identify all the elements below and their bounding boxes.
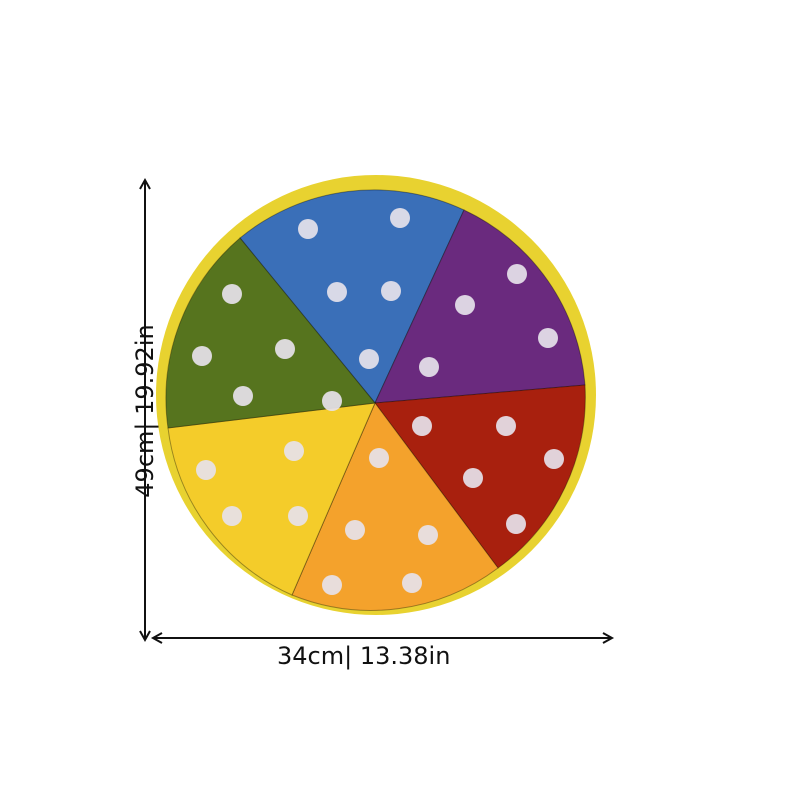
velcro-dot-green xyxy=(322,391,342,411)
velcro-dot-orange xyxy=(369,448,389,468)
segment-purple xyxy=(374,209,586,404)
velcro-dot-red xyxy=(506,514,526,534)
velcro-dot-orange xyxy=(402,573,422,593)
velcro-dot-green xyxy=(222,284,242,304)
velcro-dot-blue xyxy=(359,349,379,369)
velcro-dot-orange xyxy=(345,520,365,540)
velcro-dot-red xyxy=(463,468,483,488)
velcro-dot-blue xyxy=(298,219,318,239)
segment-yellow xyxy=(167,402,376,596)
width-arrow-head-right xyxy=(602,632,615,644)
width-dimension-label: 34cm| 13.38in xyxy=(277,642,451,670)
segment-orange xyxy=(291,402,499,611)
dimension-arrows xyxy=(139,177,615,644)
velcro-dot-blue xyxy=(327,282,347,302)
velcro-dot-orange xyxy=(322,575,342,595)
height-arrow-head-top xyxy=(139,177,151,190)
velcro-dot-blue xyxy=(390,208,410,228)
height-dimension-label: 49cm| 19.92in xyxy=(131,324,159,498)
velcro-dot-yellow xyxy=(288,506,308,526)
segment-blue xyxy=(239,189,465,404)
velcro-dot-blue xyxy=(381,281,401,301)
velcro-dot-red xyxy=(412,416,432,436)
velcro-dot-green xyxy=(192,346,212,366)
velcro-dot-purple xyxy=(507,264,527,284)
velcro-dot-orange xyxy=(418,525,438,545)
segment-green xyxy=(165,237,376,429)
velcro-dot-yellow xyxy=(284,441,304,461)
velcro-dot-red xyxy=(544,449,564,469)
velcro-dot-yellow xyxy=(196,460,216,480)
velcro-dot-purple xyxy=(455,295,475,315)
velcro-dot-yellow xyxy=(222,506,242,526)
width-arrow-head-left xyxy=(150,632,163,644)
height-arrow-head-bottom xyxy=(139,630,151,643)
velcro-dot-green xyxy=(275,339,295,359)
velcro-dot-green xyxy=(233,386,253,406)
velcro-dot-purple xyxy=(419,357,439,377)
velcro-dot-purple xyxy=(538,328,558,348)
velcro-dot-red xyxy=(496,416,516,436)
